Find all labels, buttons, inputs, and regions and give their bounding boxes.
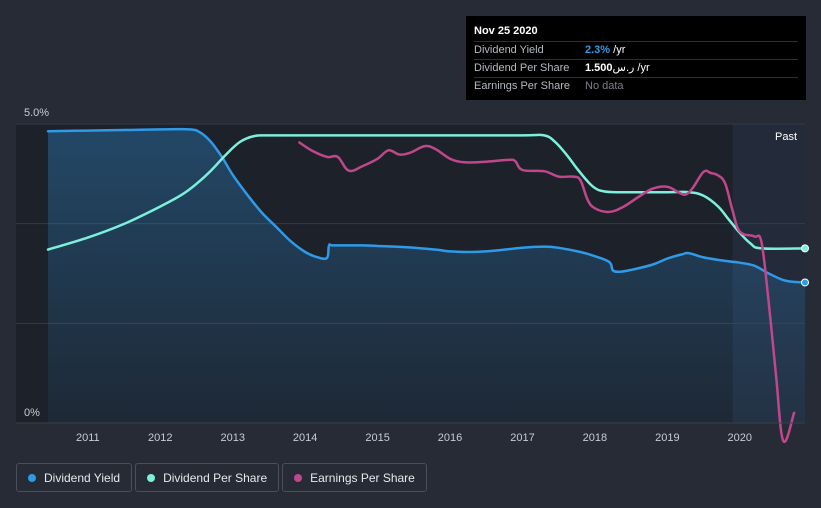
legend-label: Dividend Per Share <box>163 470 268 485</box>
dividend-yield-line <box>46 127 807 284</box>
tooltip-value: 2.3% <box>585 44 611 56</box>
tooltip-value: 1.500 <box>585 62 613 74</box>
x-tick-label: 2019 <box>655 432 679 444</box>
y-axis-min-label: 0% <box>24 407 40 419</box>
legend: Dividend Yield Dividend Per Share Earnin… <box>16 463 427 492</box>
tooltip-label: Dividend Per Share <box>474 62 570 74</box>
tooltip-suffix: /yr <box>610 44 626 56</box>
dividend-yield-end-marker <box>801 278 809 287</box>
past-label: Past <box>775 131 797 143</box>
tooltip: Nov 25 2020 Dividend Yield 2.3% /yr Divi… <box>466 16 806 100</box>
x-tick-label: 2013 <box>220 432 244 444</box>
earnings-per-share-line <box>298 141 796 444</box>
tooltip-row-earnings-per-share: Earnings Per Share No data <box>474 77 798 95</box>
legend-dot-icon <box>28 473 36 482</box>
tooltip-date: Nov 25 2020 <box>474 25 538 37</box>
legend-item-earnings-per-share[interactable]: Earnings Per Share <box>282 463 427 492</box>
x-axis-ticks: 2011 2012 2013 2014 2015 2016 2017 2018 2019 2020 <box>76 432 752 444</box>
x-tick-label: 2018 <box>583 432 607 444</box>
tooltip-value: No data <box>585 80 624 92</box>
x-tick-label: 2015 <box>365 432 389 444</box>
series-end-markers <box>801 244 809 287</box>
tooltip-row-dividend-per-share: Dividend Per Share 1.500ر.س /yr <box>474 59 798 77</box>
x-tick-label: 2014 <box>293 432 317 444</box>
x-tick-label: 2020 <box>728 432 752 444</box>
x-tick-label: 2017 <box>510 432 534 444</box>
legend-label: Earnings Per Share <box>310 470 415 485</box>
tooltip-suffix: /yr <box>634 62 650 74</box>
series-lines <box>46 127 807 444</box>
tooltip-label: Earnings Per Share <box>474 80 570 92</box>
tooltip-label: Dividend Yield <box>474 44 544 56</box>
x-tick-label: 2012 <box>148 432 172 444</box>
dividend-per-share-line <box>46 133 807 251</box>
legend-item-dividend-per-share[interactable]: Dividend Per Share <box>135 463 280 492</box>
tooltip-row-dividend-yield: Dividend Yield 2.3% /yr <box>474 41 798 59</box>
legend-label: Dividend Yield <box>44 470 121 485</box>
legend-dot-icon <box>147 473 156 482</box>
tooltip-currency: ر.س <box>612 62 635 74</box>
x-tick-label: 2011 <box>76 432 100 444</box>
legend-item-dividend-yield[interactable]: Dividend Yield <box>16 463 133 492</box>
x-tick-label: 2016 <box>438 432 462 444</box>
dividend-per-share-end-marker <box>801 244 809 253</box>
dividend-yield-area <box>48 129 805 424</box>
y-axis-max-label: 5.0% <box>24 107 49 119</box>
legend-dot-icon <box>294 473 303 482</box>
